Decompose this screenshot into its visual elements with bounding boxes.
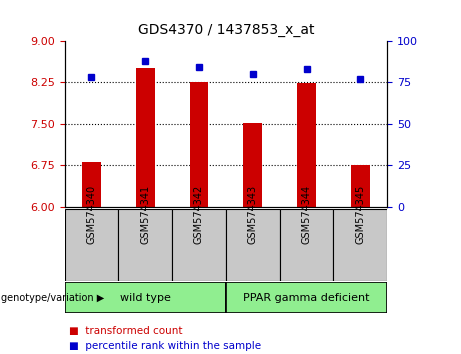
Bar: [280, 209, 333, 281]
Bar: [65, 209, 118, 281]
Text: GSM574340: GSM574340: [86, 184, 96, 244]
Bar: [118, 209, 172, 281]
Text: genotype/variation ▶: genotype/variation ▶: [1, 293, 104, 303]
Bar: [189, 82, 208, 207]
Bar: [297, 83, 316, 207]
Text: GSM574343: GSM574343: [248, 184, 258, 244]
Text: ■  transformed count: ■ transformed count: [69, 326, 183, 336]
Text: ■  percentile rank within the sample: ■ percentile rank within the sample: [69, 341, 261, 351]
Text: wild type: wild type: [120, 293, 171, 303]
Text: GSM574345: GSM574345: [355, 184, 366, 244]
Bar: [82, 162, 101, 207]
Bar: [172, 209, 226, 281]
Bar: [226, 282, 387, 313]
Bar: [351, 166, 370, 207]
Bar: [226, 209, 280, 281]
Bar: [65, 282, 226, 313]
Title: GDS4370 / 1437853_x_at: GDS4370 / 1437853_x_at: [138, 23, 314, 37]
Bar: [136, 68, 154, 207]
Text: GSM574342: GSM574342: [194, 184, 204, 244]
Bar: [243, 123, 262, 207]
Text: GSM574344: GSM574344: [301, 184, 312, 244]
Bar: [333, 209, 387, 281]
Text: GSM574341: GSM574341: [140, 184, 150, 244]
Text: PPAR gamma deficient: PPAR gamma deficient: [243, 293, 370, 303]
